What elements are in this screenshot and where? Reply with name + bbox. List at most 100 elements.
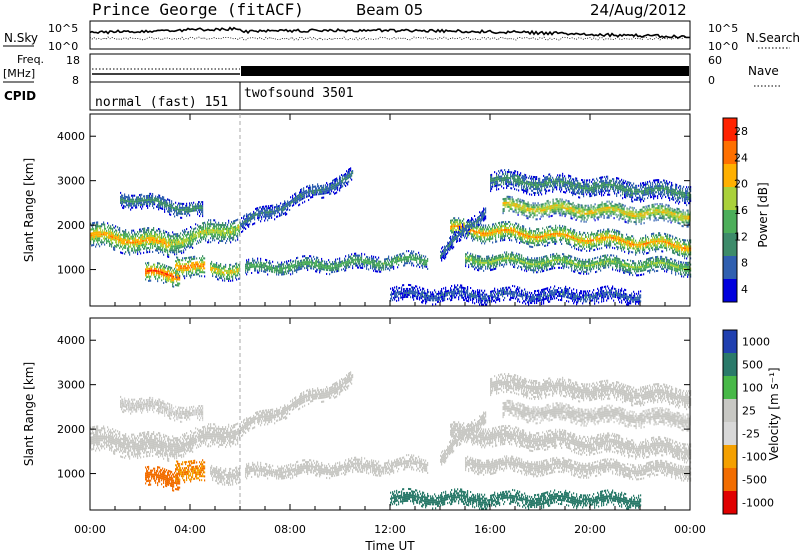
power-cell	[237, 238, 239, 241]
power-cell	[136, 233, 138, 236]
power-cell	[311, 267, 313, 270]
power-cell	[184, 240, 186, 243]
power-cell	[230, 235, 232, 238]
power-cell	[255, 261, 257, 264]
power-cell	[232, 279, 234, 282]
power-cell	[148, 247, 150, 250]
power-cell	[108, 228, 110, 231]
power-cell	[161, 249, 163, 252]
power-cell	[267, 265, 269, 268]
power-cell	[608, 232, 610, 235]
power-cell	[179, 202, 181, 205]
power-cell	[234, 222, 236, 225]
power-cell	[265, 205, 267, 208]
power-cell	[662, 242, 664, 245]
power-cell	[249, 264, 251, 267]
power-cell	[181, 212, 183, 215]
power-cell	[205, 227, 207, 230]
power-cell	[113, 234, 115, 237]
power-cell	[162, 201, 164, 204]
power-cell	[147, 247, 149, 250]
power-cell	[334, 270, 336, 273]
power-cell	[503, 233, 505, 236]
power-cell	[359, 260, 361, 263]
power-cell	[268, 207, 270, 210]
power-cell	[184, 212, 186, 215]
power-cell	[297, 268, 299, 271]
power-cell	[164, 198, 166, 201]
power-cell	[129, 202, 131, 205]
power-cell	[213, 235, 215, 238]
power-cell	[153, 273, 155, 276]
power-cell	[323, 268, 325, 271]
power-cell	[171, 245, 173, 248]
power-cell	[178, 250, 180, 253]
power-cell	[153, 243, 155, 246]
power-cell	[134, 239, 136, 242]
power-cell	[124, 240, 126, 243]
power-cell	[182, 273, 184, 276]
power-cell	[227, 229, 229, 232]
power-cell	[110, 231, 112, 234]
power-cell	[140, 193, 142, 196]
power-cell	[143, 237, 145, 240]
power-cell	[218, 227, 220, 230]
power-cell	[175, 270, 177, 273]
power-cell	[115, 237, 117, 240]
power-cell	[238, 269, 240, 272]
power-cell	[193, 205, 195, 208]
power-cell	[254, 212, 256, 215]
power-cell	[232, 267, 234, 270]
power-cell	[336, 266, 338, 269]
power-cell	[165, 199, 167, 202]
power-cell	[393, 265, 395, 268]
power-cell	[140, 234, 142, 237]
power-cell	[246, 263, 248, 266]
power-cell	[237, 228, 239, 231]
power-cell	[481, 242, 483, 245]
power-cell	[102, 229, 104, 232]
power-cell	[171, 239, 173, 242]
power-cell	[318, 185, 320, 188]
power-cell	[195, 223, 197, 226]
power-cell	[334, 184, 336, 187]
power-cell	[182, 245, 184, 248]
power-cell	[327, 185, 329, 188]
power-cell	[182, 241, 184, 244]
power-cell	[126, 233, 128, 236]
power-cell	[278, 273, 280, 276]
power-cell	[151, 240, 153, 243]
power-cell	[190, 245, 192, 248]
power-cell	[329, 273, 331, 276]
power-cell	[184, 267, 186, 270]
power-cell	[195, 203, 197, 206]
date-title: 24/Aug/2012	[590, 1, 687, 19]
count-trace	[89, 26, 691, 41]
power-cell	[217, 235, 219, 238]
power-cell	[610, 242, 612, 245]
power-cell	[555, 226, 557, 229]
power-cell	[197, 240, 199, 243]
power-cell	[218, 237, 220, 240]
power-cell	[95, 227, 97, 230]
power-cell	[135, 241, 137, 244]
power-cell	[186, 238, 188, 241]
power-cell	[181, 206, 183, 209]
power-cell	[181, 202, 183, 205]
power-cell	[233, 220, 235, 223]
power-cell	[175, 276, 177, 279]
power-cell	[173, 245, 175, 248]
power-cell	[195, 271, 197, 274]
power-cell	[213, 231, 215, 234]
power-cell	[586, 235, 588, 238]
power-cell	[260, 259, 262, 262]
power-cell	[159, 274, 161, 277]
power-cell	[527, 238, 529, 241]
power-cell	[323, 186, 325, 189]
power-cell	[334, 264, 336, 267]
power-cell	[291, 268, 293, 271]
power-cell	[190, 256, 192, 259]
power-cell	[221, 267, 223, 270]
power-cell	[160, 264, 162, 267]
power-cell	[172, 273, 174, 276]
